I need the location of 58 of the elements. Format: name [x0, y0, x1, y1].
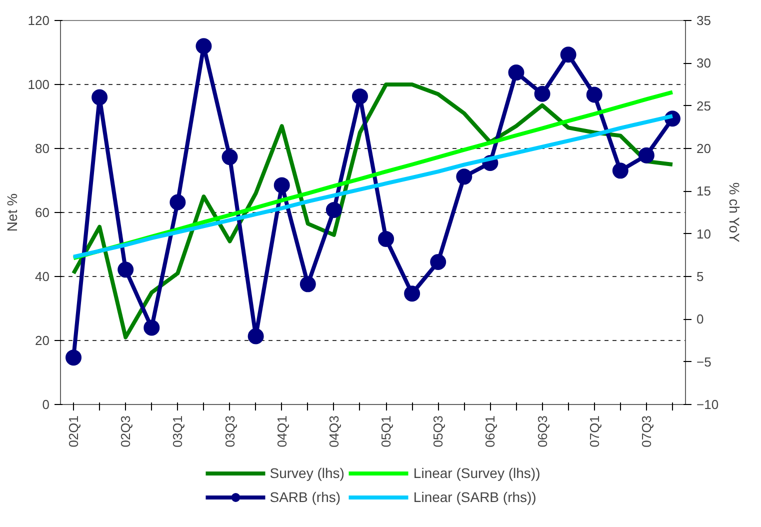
y-tick-label: 80 [35, 141, 50, 156]
point [404, 286, 420, 302]
line-series [72, 82, 674, 340]
y2-tick-label: 20 [696, 141, 711, 156]
y-tick-label: 100 [28, 77, 50, 92]
legend-label: Survey (lhs) [270, 465, 344, 481]
x-tick-label: 03Q3 [222, 415, 238, 448]
point [66, 350, 82, 366]
legend-label: Linear (Survey (lhs)) [413, 465, 540, 481]
legend-label: SARB (rhs) [270, 489, 341, 505]
y-tick-label: 40 [35, 269, 50, 284]
point [196, 38, 212, 54]
point [586, 86, 602, 103]
x-tick-label: 05Q1 [378, 415, 394, 448]
x-tick-label: 02Q1 [66, 415, 82, 448]
x-tick-label: 02Q3 [118, 415, 134, 448]
x-tick-label: 07Q3 [638, 415, 654, 448]
point [534, 86, 550, 102]
y-tick-label: 20 [35, 333, 50, 348]
y2-tick-label: 30 [696, 56, 711, 71]
point [456, 168, 472, 185]
x-tick-label: 06Q1 [482, 415, 498, 448]
y2-tick-label: 25 [696, 98, 711, 114]
point [430, 254, 446, 270]
point [274, 177, 290, 194]
x-tick-label: 04Q3 [326, 415, 342, 448]
x-tick-label: 07Q1 [586, 415, 602, 448]
y-tick-label: 60 [35, 205, 50, 220]
point [118, 262, 134, 278]
point [508, 64, 524, 81]
y2-tick-label: −10 [696, 397, 719, 412]
point [222, 149, 238, 166]
point [326, 202, 342, 218]
point [92, 89, 108, 106]
point [612, 162, 628, 179]
x-tick-label: 04Q1 [274, 415, 290, 448]
point [638, 147, 654, 164]
point [560, 46, 576, 63]
point [378, 230, 394, 247]
x-tick-label: 03Q1 [170, 415, 186, 448]
y2-tick-label: 10 [696, 226, 711, 242]
x-tick-label: 05Q3 [430, 415, 446, 448]
point [352, 88, 368, 104]
y2-axis-title: % ch YoY [726, 182, 743, 244]
point [170, 194, 186, 210]
y2-tick-label: 5 [696, 269, 704, 284]
y2-tick-label: −5 [696, 354, 712, 370]
y-axis-title: Net % [4, 193, 20, 232]
y-tick-label: 0 [42, 397, 50, 412]
legend-label: Linear (SARB (rhs)) [413, 489, 536, 505]
point [248, 328, 264, 344]
x-tick-label: 06Q3 [534, 415, 550, 448]
point [144, 320, 160, 336]
y-tick-label: 120 [28, 13, 50, 28]
y2-tick-label: 0 [696, 312, 704, 327]
y2-tick-label: 15 [696, 184, 711, 199]
y2-tick-label: 35 [696, 13, 711, 28]
point [300, 276, 316, 292]
